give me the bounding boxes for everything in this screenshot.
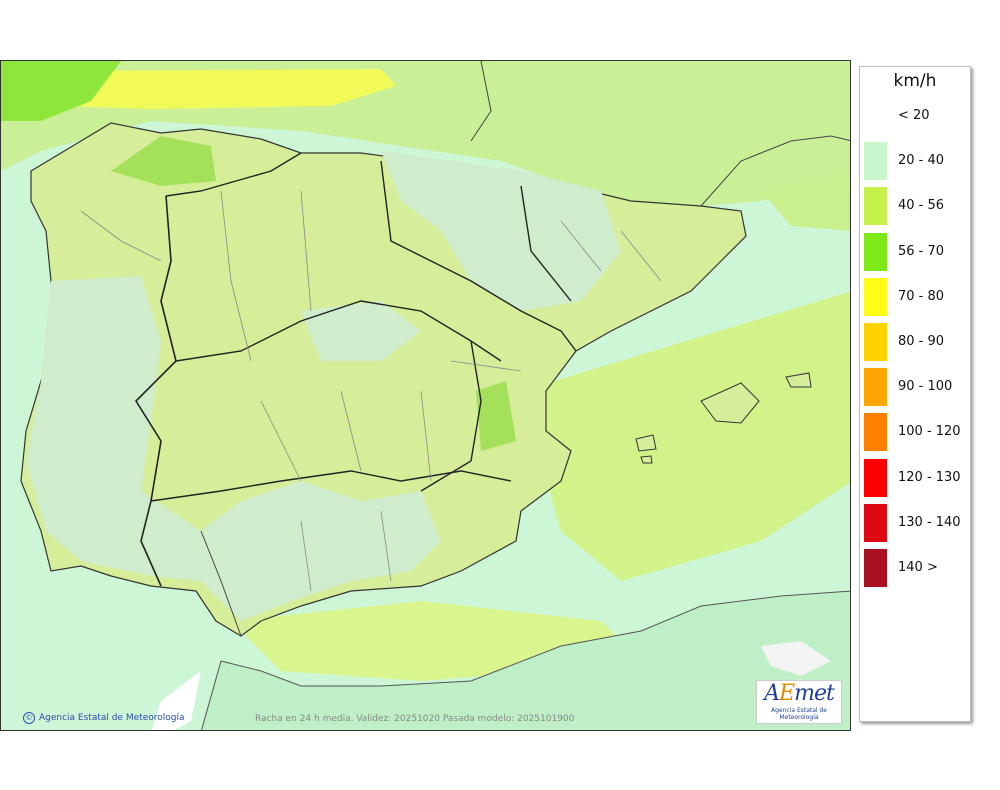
legend-swatch — [864, 187, 887, 226]
legend-item: 80 - 90 — [864, 323, 968, 361]
biscay-70-80-zone — [56, 69, 396, 109]
legend-label: 90 - 100 — [898, 379, 953, 395]
map-caption: Racha en 24 h media. Validez: 20251020 P… — [255, 714, 575, 724]
portugal-border — [134, 195, 177, 587]
gulf-lion-40-56-zone — [761, 171, 850, 231]
france-coastline — [470, 61, 850, 207]
legend-label: 100 - 120 — [898, 424, 961, 440]
legend-label: 80 - 90 — [898, 334, 945, 349]
ebro-20-40-zone — [381, 151, 621, 311]
aemet-logo-subtext: Agencia Estatal de Meteorología — [770, 707, 827, 721]
legend-item: 120 - 130 — [864, 458, 968, 497]
balearic-40-56-zone — [521, 291, 850, 581]
legend-item: 90 - 100 — [864, 368, 968, 407]
ebro-region-border — [380, 160, 577, 352]
map-canvas — [1, 61, 850, 730]
legend-label: 56 - 70 — [898, 243, 945, 259]
atlantic-below-20-patch — [151, 671, 201, 730]
legend-label: 40 - 56 — [898, 198, 945, 214]
legend-item: 56 - 70 — [864, 232, 968, 271]
mallorca-island — [700, 382, 760, 424]
legend-item: 100 - 120 — [864, 413, 968, 452]
ibiza-island — [635, 434, 657, 452]
north-africa-land — [201, 590, 850, 730]
legend-label: < 20 — [898, 108, 930, 123]
menorca-island — [785, 372, 812, 388]
legend-swatch — [864, 323, 887, 361]
aragon-catalonia-border — [520, 185, 572, 302]
legend-label: 20 - 40 — [898, 153, 945, 169]
central-20-40-zone — [301, 301, 421, 361]
cantabrian-region-border — [165, 152, 302, 197]
legend: km/h < 20 20 - 40 40 - 56 56 - 70 70 - 80 80 … — [859, 66, 971, 722]
coast-56-70-zone — [1, 61, 121, 121]
asturias-56-70-zone — [111, 136, 216, 186]
copyright-icon: © — [23, 712, 35, 724]
legend-item: 70 - 80 — [864, 277, 968, 316]
legend-item: 20 - 40 — [864, 142, 968, 181]
legend-label: 140 > — [898, 560, 938, 575]
legend-item: 40 - 56 — [864, 187, 968, 226]
africa-below-20-patch — [761, 641, 831, 676]
southwest-20-40-zone — [26, 276, 441, 621]
wind-gust-map[interactable]: © Agencia Estatal de Meteorología Racha … — [0, 60, 851, 731]
legend-swatch — [864, 142, 887, 181]
levante-region-border — [420, 340, 482, 492]
legend-swatch — [864, 458, 887, 497]
legend-item: 130 - 140 — [864, 503, 968, 542]
cuenca-56-70-zone — [476, 381, 516, 451]
legend-swatch — [864, 368, 887, 407]
agency-credit-text: Agencia Estatal de Meteorología — [39, 713, 185, 723]
agency-credit[interactable]: © Agencia Estatal de Meteorología — [23, 712, 185, 724]
legend-label: 120 - 130 — [898, 469, 961, 485]
legend-swatch — [864, 277, 887, 316]
province-borders — [80, 190, 662, 592]
aemet-logo[interactable]: AEmet Agencia Estatal de Meteorología — [756, 680, 842, 724]
legend-label: 130 - 140 — [898, 514, 961, 530]
legend-swatch — [864, 232, 887, 271]
aemet-logo-mark: AEmet — [764, 681, 835, 706]
southern-region-border — [150, 470, 512, 502]
andalusia-border — [200, 530, 242, 637]
legend-swatch — [864, 97, 887, 135]
legend-swatch — [864, 549, 887, 587]
legend-swatch — [864, 413, 887, 452]
formentera-island — [640, 455, 653, 464]
legend-swatch — [864, 503, 887, 542]
legend-item: < 20 — [864, 97, 968, 135]
legend-unit: km/h — [893, 71, 937, 91]
legend-item: 140 > — [864, 549, 968, 587]
legend-label: 70 - 80 — [898, 288, 945, 304]
